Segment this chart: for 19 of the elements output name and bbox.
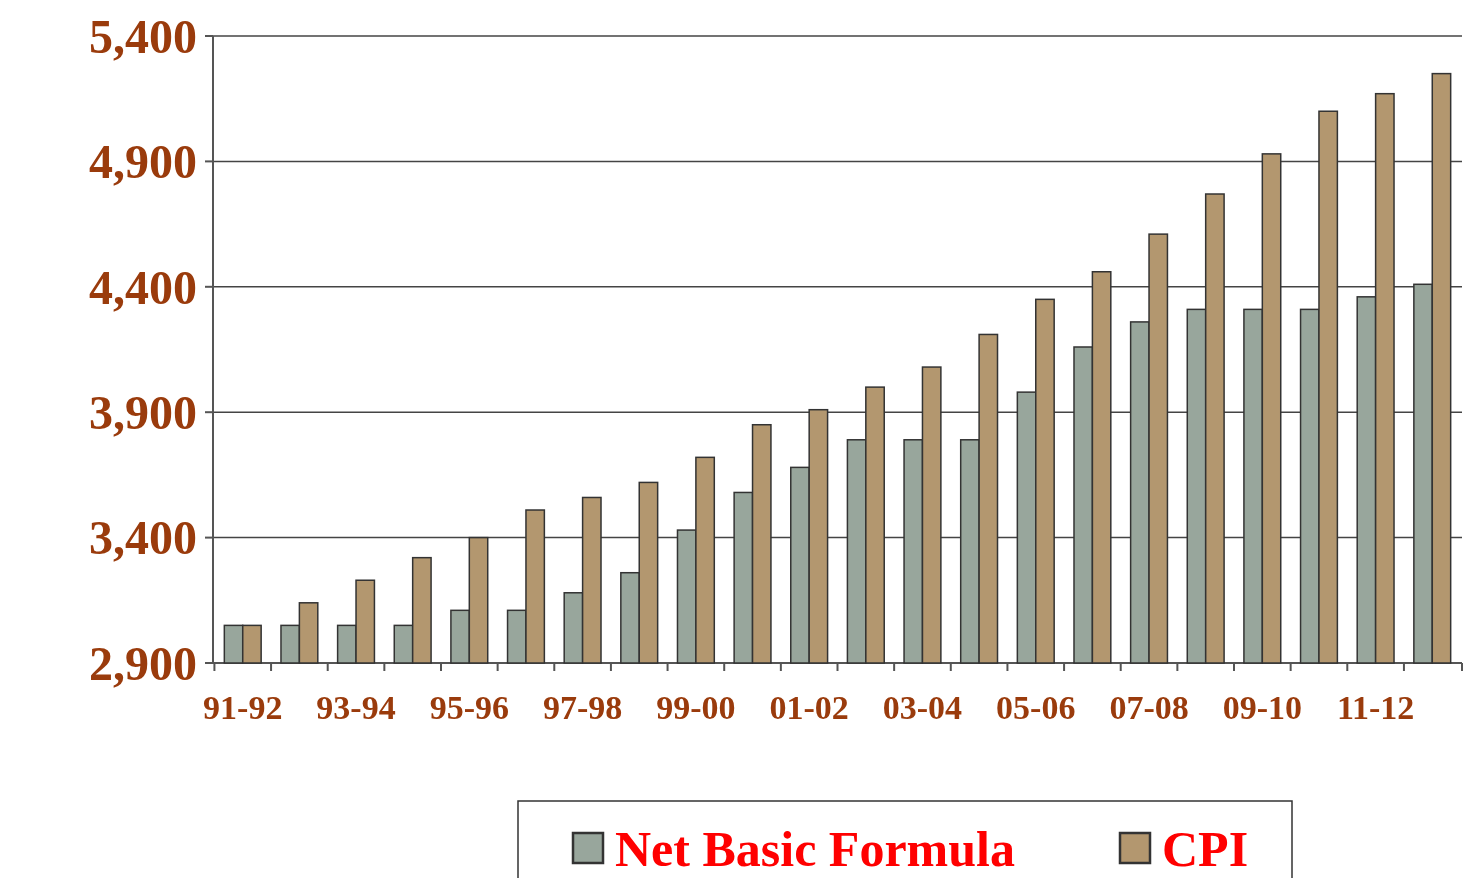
x-tick-label: 07-08 <box>1109 689 1189 726</box>
y-tick-label: 3,900 <box>89 386 197 439</box>
x-tick-label: 01-02 <box>769 689 849 726</box>
x-tick-label: 99-00 <box>656 689 736 726</box>
x-tick-label: 05-06 <box>996 689 1076 726</box>
x-tick-label: 09-10 <box>1222 689 1302 726</box>
x-tick-label: 95-96 <box>429 689 509 726</box>
y-tick-label: 3,400 <box>89 511 197 565</box>
y-tick-label: 2,900 <box>89 636 197 690</box>
x-tick-label: 03-04 <box>882 689 963 726</box>
x-tick-label: 11-12 <box>1336 689 1415 726</box>
legend-label: Net Basic Formula <box>615 820 1015 877</box>
x-tick-label: 91-92 <box>203 689 283 726</box>
y-tick-label: 4,900 <box>89 135 197 189</box>
y-tick-label: 4,400 <box>89 260 197 314</box>
x-tick-label: 93-94 <box>316 689 396 726</box>
legend-label: CPI <box>1162 820 1249 877</box>
x-tick-label: 97-98 <box>542 689 623 726</box>
y-tick-label: 5,400 <box>89 9 197 63</box>
